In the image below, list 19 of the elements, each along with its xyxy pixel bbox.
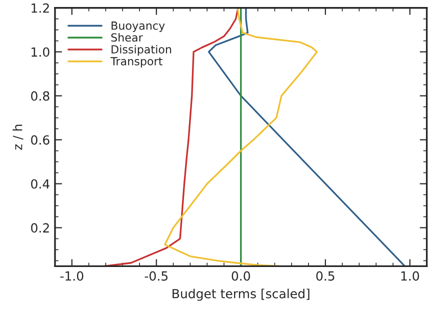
y-tick-label: 1.2 xyxy=(32,3,49,13)
x-tick-label: -1.0 xyxy=(60,271,84,281)
line-series xyxy=(103,8,239,266)
x-tick-label: -0.5 xyxy=(144,271,168,281)
legend-label: Buoyancy xyxy=(112,22,165,32)
y-tick-label: 1.0 xyxy=(32,47,50,57)
legend-label: Transport xyxy=(110,57,162,68)
legend-label: Dissipation xyxy=(112,44,172,56)
legend-label: Shear xyxy=(111,33,143,42)
y-axis-title: z / h xyxy=(12,124,24,150)
x-tick-label: 0.5 xyxy=(316,271,334,281)
y-tick-label: 0.8 xyxy=(31,91,50,101)
line-series xyxy=(208,8,406,266)
x-tick-label: 1.0 xyxy=(401,271,420,281)
y-tick-label: 0.4 xyxy=(31,179,50,189)
y-tick-label: 0.2 xyxy=(31,223,49,233)
x-tick-label: 0.0 xyxy=(232,271,250,281)
y-tick-label: 0.6 xyxy=(31,135,50,145)
x-axis-title: Budget terms [scaled] xyxy=(172,288,310,301)
